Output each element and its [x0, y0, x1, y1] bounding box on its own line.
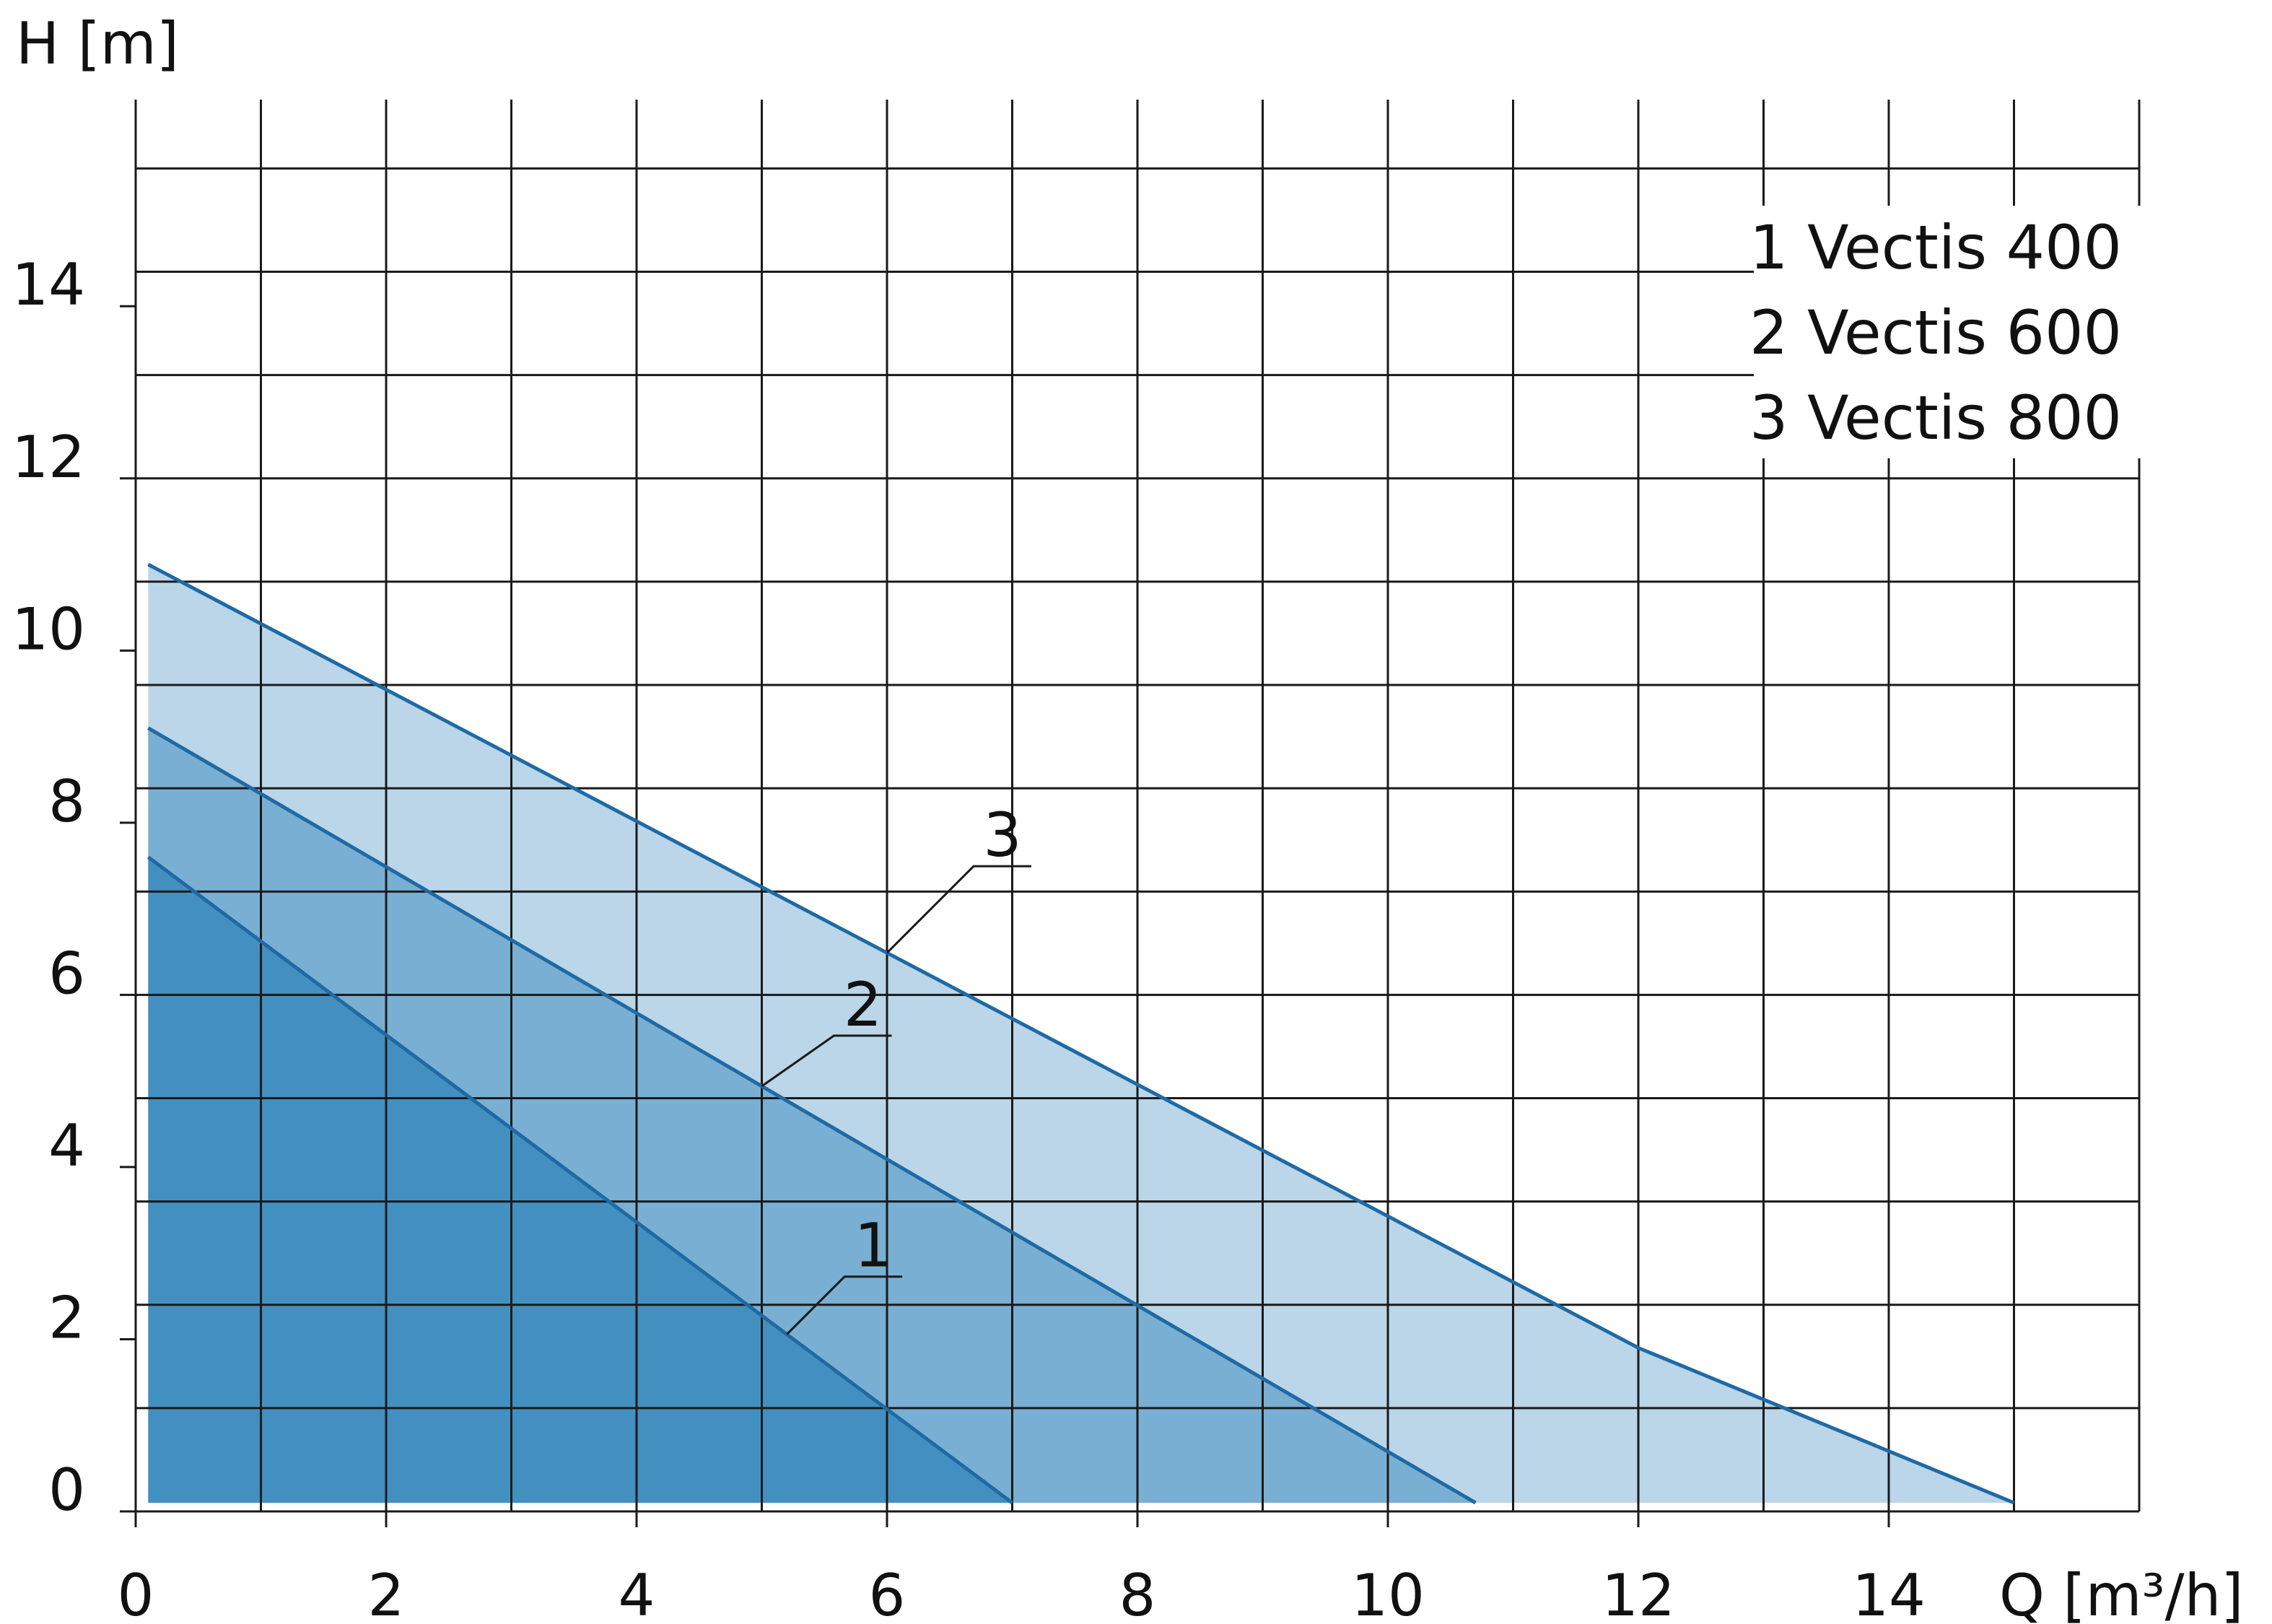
legend-entry-2: 2 Vectis 600	[1749, 297, 2122, 368]
y-tick-label: 14	[12, 251, 85, 318]
x-tick-label: 14	[1852, 1562, 1926, 1624]
x-tick-label: 12	[1602, 1562, 1675, 1624]
series-3-line	[147, 562, 2015, 1505]
series-2-label: 2	[844, 969, 882, 1040]
curve-label-leaders: 1 2 3	[761, 800, 1031, 1335]
y-axis-label: H [m]	[16, 10, 179, 77]
x-tick-label: 10	[1351, 1562, 1425, 1624]
legend-background	[1754, 206, 2144, 458]
x-tick-label: 0	[118, 1562, 154, 1624]
y-tick-label: 4	[48, 1112, 85, 1179]
x-tick-label: 8	[1119, 1562, 1156, 1624]
legend-entry-3: 3 Vectis 800	[1749, 383, 2122, 453]
x-tick-label: 6	[869, 1562, 906, 1624]
series-2-leader	[761, 1034, 892, 1088]
x-tick-label: 4	[619, 1562, 655, 1624]
y-tick-label: 2	[48, 1284, 85, 1351]
y-tick-label: 10	[12, 595, 85, 663]
y-tick-label: 8	[48, 768, 85, 835]
y-tick-label: 12	[12, 424, 85, 491]
series-1-leader	[786, 1275, 903, 1335]
legend-entry-1: 1 Vectis 400	[1749, 212, 2122, 283]
legend: 1 Vectis 400 2 Vectis 600 3 Vectis 800	[1749, 206, 2144, 458]
series-1-line	[147, 855, 1013, 1505]
series-fills	[148, 564, 2014, 1503]
series-1-label: 1	[854, 1210, 892, 1281]
series-2-line	[147, 726, 1477, 1505]
chart-grid	[134, 100, 2141, 1513]
y-tick-label: 0	[48, 1457, 85, 1524]
x-axis-label: Q [m³/h]	[1999, 1562, 2243, 1624]
x-tick-label: 2	[368, 1562, 405, 1624]
series-3-label: 3	[983, 800, 1021, 870]
series-3-leader	[886, 865, 1031, 954]
series-curves	[147, 562, 2015, 1505]
y-tick-label: 6	[48, 940, 85, 1007]
